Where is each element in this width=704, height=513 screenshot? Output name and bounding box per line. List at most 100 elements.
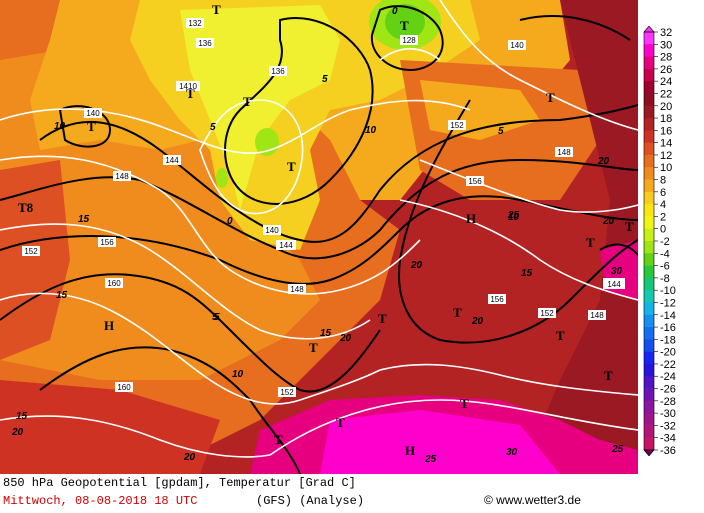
iso-label: 5 bbox=[214, 312, 220, 323]
svg-text:148: 148 bbox=[115, 172, 129, 181]
legend-swatch bbox=[644, 179, 654, 193]
legend-swatch bbox=[644, 216, 654, 230]
svg-text:136: 136 bbox=[198, 39, 212, 48]
iso-label: 30 bbox=[611, 266, 623, 277]
low-mark: T bbox=[625, 219, 634, 234]
low-mark: T bbox=[586, 235, 595, 250]
iso-label: 0 bbox=[227, 216, 233, 227]
iso-label: 15 bbox=[521, 268, 533, 279]
legend-arrow-down-icon bbox=[643, 449, 655, 457]
svg-text:152: 152 bbox=[540, 309, 554, 318]
low-mark: T bbox=[274, 432, 283, 447]
legend-label: 4 bbox=[660, 199, 666, 211]
iso-label: 10 bbox=[508, 212, 520, 223]
legend-label: 22 bbox=[660, 88, 672, 100]
svg-text:144: 144 bbox=[607, 280, 621, 289]
map-date: Mittwoch, 08-08-2018 18 UTC bbox=[3, 494, 198, 508]
legend-swatch bbox=[644, 130, 654, 144]
legend-swatch bbox=[644, 154, 654, 168]
low-mark: T bbox=[243, 94, 252, 109]
iso-label: 10 bbox=[232, 369, 244, 380]
svg-text:140: 140 bbox=[86, 109, 100, 118]
legend-swatch bbox=[644, 105, 654, 119]
svg-text:132: 132 bbox=[188, 19, 202, 28]
red-south-west-field bbox=[0, 380, 220, 474]
low-mark: T bbox=[546, 90, 555, 105]
svg-text:160: 160 bbox=[107, 279, 121, 288]
iso-label: 20 bbox=[597, 156, 610, 167]
svg-text:140: 140 bbox=[265, 226, 279, 235]
iso-label: 25 bbox=[611, 444, 624, 455]
legend-label: 0 bbox=[660, 224, 666, 236]
east-dark-red-field bbox=[520, 0, 638, 474]
iso-label: 20 bbox=[183, 452, 196, 463]
legend-swatch bbox=[644, 56, 654, 70]
svg-text:156: 156 bbox=[468, 177, 482, 186]
low-mark: T bbox=[336, 415, 345, 430]
gp-label: 160 bbox=[115, 382, 133, 392]
legend-svg: 32302826242220181614121086420-2-4-6-8-10… bbox=[643, 25, 676, 457]
legend-swatch bbox=[644, 167, 654, 181]
high-mark: H bbox=[104, 318, 114, 333]
geopotential-labels: 132 136 140 144 148 152 156 160 128 140 … bbox=[22, 18, 625, 397]
gp-label: 140 bbox=[263, 225, 281, 235]
gp-label: 160 bbox=[105, 278, 123, 288]
legend-label: 26 bbox=[660, 64, 672, 76]
credit-link[interactable]: © www.wetter3.de bbox=[484, 493, 581, 507]
legend-label: -22 bbox=[660, 359, 676, 371]
gp-label: 148 bbox=[113, 171, 131, 181]
low-mark: T bbox=[87, 119, 96, 134]
legend-swatch bbox=[644, 191, 654, 205]
south-magenta-core bbox=[320, 410, 560, 474]
low-mark: T bbox=[604, 368, 613, 383]
high-mark: H bbox=[466, 211, 476, 226]
legend-swatch bbox=[644, 339, 654, 353]
svg-text:148: 148 bbox=[590, 311, 604, 320]
iso-label: 30 bbox=[506, 447, 518, 458]
low-mark: T bbox=[186, 86, 195, 101]
legend-swatch bbox=[644, 425, 654, 439]
legend-label: 12 bbox=[660, 150, 672, 162]
low-mark: T bbox=[400, 18, 409, 33]
low-mark: T bbox=[309, 340, 318, 355]
legend-label: 20 bbox=[660, 101, 672, 113]
cold-pocket-west bbox=[216, 168, 228, 188]
gp-label: 156 bbox=[98, 237, 116, 247]
low-mark: T bbox=[453, 305, 462, 320]
iso-label: 25 bbox=[424, 454, 437, 465]
legend-swatch bbox=[644, 277, 654, 291]
gp-label: 152 bbox=[538, 308, 556, 318]
legend-label: 8 bbox=[660, 175, 666, 187]
legend-label: 2 bbox=[660, 211, 666, 223]
svg-text:152: 152 bbox=[24, 247, 38, 256]
iso-label: 15 bbox=[320, 328, 332, 339]
legend-swatch bbox=[644, 363, 654, 377]
gp-label: 156 bbox=[488, 294, 506, 304]
iso-label: 15 bbox=[56, 290, 68, 301]
svg-text:148: 148 bbox=[290, 285, 304, 294]
legend-arrow-up-icon bbox=[643, 25, 655, 33]
gp-label: 156 bbox=[466, 176, 484, 186]
legend-label: -32 bbox=[660, 420, 676, 432]
gp-label: 128 bbox=[400, 35, 418, 45]
legend-swatch bbox=[644, 93, 654, 107]
legend-swatch bbox=[644, 400, 654, 414]
svg-text:152: 152 bbox=[280, 388, 294, 397]
geopotential-lines bbox=[0, 5, 638, 474]
iso-label: 5 bbox=[210, 122, 216, 133]
legend-label: -10 bbox=[660, 285, 676, 297]
legend-swatch bbox=[644, 290, 654, 303]
svg-text:152: 152 bbox=[450, 121, 464, 130]
legend-label: -16 bbox=[660, 322, 676, 334]
legend-swatch bbox=[644, 314, 654, 328]
iso-label: 0 bbox=[392, 6, 398, 17]
low-mark: T8 bbox=[18, 200, 34, 215]
legend-swatch bbox=[644, 388, 654, 402]
legend-label: -20 bbox=[660, 347, 676, 359]
iso-label: 5 bbox=[498, 126, 504, 137]
svg-text:156: 156 bbox=[100, 238, 114, 247]
legend-swatch bbox=[644, 118, 654, 131]
legend-label: 32 bbox=[660, 27, 672, 39]
legend-label: -24 bbox=[660, 371, 676, 383]
pressure-marks: T T T T T T H H T T T T T H T T T T T8 T… bbox=[18, 2, 634, 458]
